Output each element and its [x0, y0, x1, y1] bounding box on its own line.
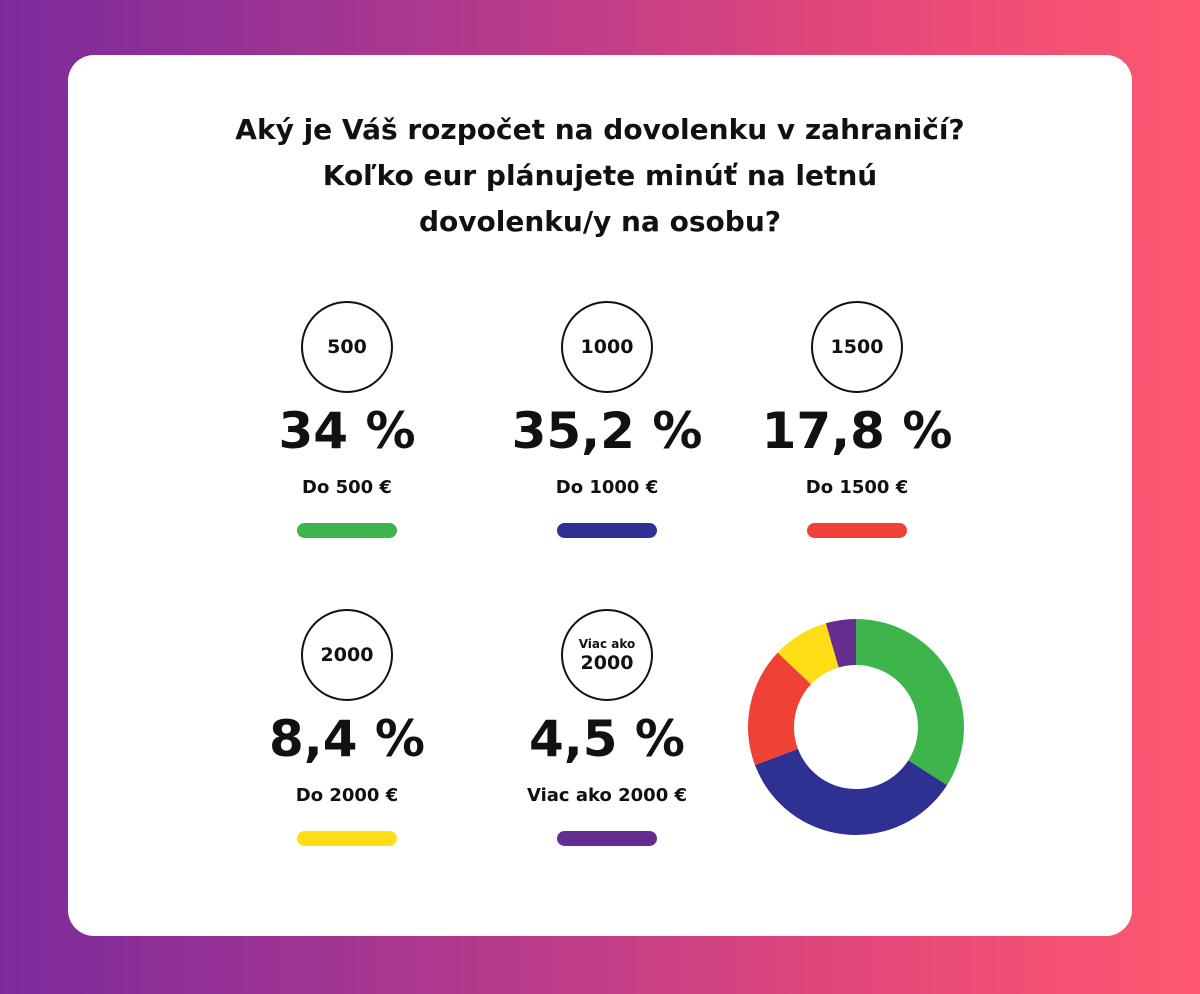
donut-slice-2 — [754, 748, 948, 835]
percent-value: 8,4 % — [268, 710, 426, 768]
stat-1500: 1500 17,8 % Do 1500 € — [737, 301, 977, 538]
percent-value: 17,8 % — [761, 402, 953, 460]
budget-circle-value: 1000 — [580, 336, 634, 358]
title-line-3: dovolenku/y na osobu? — [418, 205, 781, 238]
budget-circle-prefix: Viac ako — [578, 636, 636, 651]
donut-slice-4 — [777, 623, 839, 685]
budget-circle: 1000 — [561, 301, 653, 393]
budget-label: Do 2000 € — [295, 785, 399, 806]
budget-circle-value: 2000 — [320, 644, 374, 666]
donut-slice-5 — [825, 619, 856, 668]
donut-slice-1 — [856, 619, 964, 786]
survey-question: Aký je Váš rozpočet na dovolenku v zahra… — [68, 107, 1132, 245]
budget-label: Do 1500 € — [805, 477, 909, 498]
title-line-1: Aký je Váš rozpočet na dovolenku v zahra… — [235, 113, 965, 146]
donut-chart — [748, 619, 964, 835]
budget-label: Do 1000 € — [555, 477, 659, 498]
color-bar — [807, 523, 907, 538]
stat-2000: 2000 8,4 % Do 2000 € — [227, 609, 467, 846]
budget-label: Do 500 € — [302, 477, 392, 498]
stat-500: 500 34 % Do 500 € — [227, 301, 467, 538]
percent-value: 4,5 % — [528, 710, 686, 768]
budget-circle: 500 — [301, 301, 393, 393]
color-bar — [297, 831, 397, 846]
budget-circle-value: 500 — [327, 336, 367, 358]
budget-circle: 2000 — [301, 609, 393, 701]
stat-over-2000: Viac ako 2000 4,5 % Viac ako 2000 € — [487, 609, 727, 846]
survey-card: Aký je Váš rozpočet na dovolenku v zahra… — [68, 55, 1132, 936]
budget-circle-value: 2000 — [580, 651, 634, 674]
budget-circle-value: 1500 — [830, 336, 884, 358]
budget-label: Viac ako 2000 € — [526, 785, 688, 806]
color-bar — [557, 831, 657, 846]
stat-1000: 1000 35,2 % Do 1000 € — [487, 301, 727, 538]
donut-slice-3 — [748, 652, 812, 766]
color-bar — [557, 523, 657, 538]
budget-circle: Viac ako 2000 — [561, 609, 653, 701]
budget-circle: 1500 — [811, 301, 903, 393]
percent-value: 35,2 % — [511, 402, 703, 460]
color-bar — [297, 523, 397, 538]
title-line-2: Koľko eur plánujete minúť na letnú — [322, 159, 878, 192]
percent-value: 34 % — [278, 402, 416, 460]
